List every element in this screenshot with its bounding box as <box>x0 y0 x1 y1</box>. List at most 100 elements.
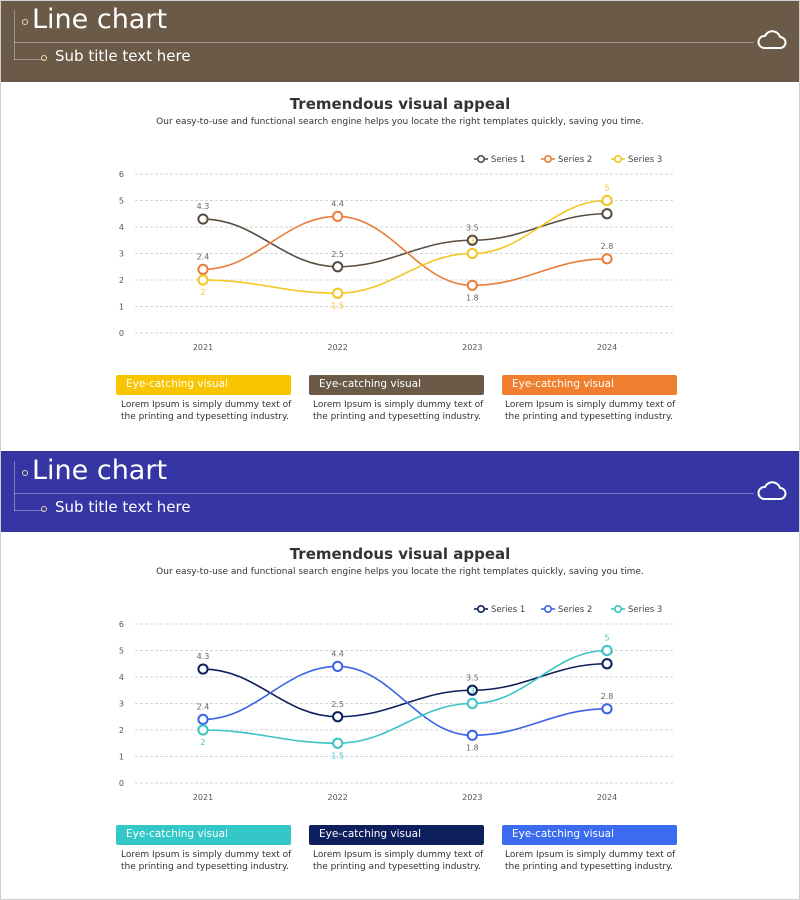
legend-label: Series 1 <box>491 155 525 165</box>
y-tick-label: 1 <box>119 753 124 762</box>
card-title: Eye-catching visual <box>512 378 615 390</box>
cloud-icon <box>757 30 787 49</box>
legend-marker <box>543 155 552 164</box>
x-tick-label: 2022 <box>327 343 347 352</box>
data-label: 2.4 <box>197 702 210 711</box>
data-label: 2.5 <box>331 700 344 709</box>
decor-dot <box>22 470 28 476</box>
card-title: Eye-catching visual <box>319 828 422 840</box>
card-description: Lorem Ipsum is simply dummy text of the p… <box>313 400 484 422</box>
data-label: 5 <box>604 634 609 643</box>
decor-dot <box>41 55 47 61</box>
feature-card-3: Eye-catching visual <box>502 825 677 845</box>
x-tick-label: 2023 <box>462 343 482 352</box>
data-point <box>466 729 478 741</box>
data-label: 1.8 <box>466 743 479 752</box>
banner: Line chart Sub title text here <box>0 0 800 82</box>
banner-subtitle: Sub title text here <box>55 47 191 65</box>
y-tick-label: 2 <box>119 726 124 735</box>
y-tick-label: 0 <box>119 329 124 338</box>
data-point <box>332 711 344 723</box>
chart-heading: Tremendous visual appeal <box>289 545 511 563</box>
card-description: Lorem Ipsum is simply dummy text of the p… <box>505 850 676 872</box>
data-point <box>332 261 344 273</box>
cloud-icon <box>757 481 787 500</box>
legend-marker <box>476 605 485 614</box>
series-line <box>202 212 608 268</box>
data-point <box>332 287 344 299</box>
data-point <box>601 703 613 715</box>
legend-marker <box>613 155 622 164</box>
legend-label: Series 2 <box>558 155 592 165</box>
data-point <box>197 663 209 675</box>
y-tick-label: 2 <box>119 276 124 285</box>
data-label: 4.3 <box>197 202 210 211</box>
data-point <box>466 247 478 260</box>
chart-heading: Tremendous visual appeal <box>289 95 511 113</box>
data-label: 3 <box>470 687 475 696</box>
chart-description: Our easy-to-use and functional search en… <box>156 117 644 127</box>
legend-label: Series 3 <box>628 155 662 165</box>
card-description: Lorem Ipsum is simply dummy text of the p… <box>121 400 292 422</box>
data-label: 3 <box>470 237 475 246</box>
y-tick-label: 6 <box>119 170 124 179</box>
card-title: Eye-catching visual <box>126 378 229 390</box>
y-tick-label: 5 <box>119 647 124 656</box>
data-label: 4.4 <box>331 649 344 658</box>
data-point <box>466 234 478 246</box>
y-tick-label: 4 <box>119 223 124 232</box>
data-label: 2 <box>200 738 205 747</box>
series-line <box>202 215 608 287</box>
data-point <box>197 263 209 275</box>
data-point <box>197 713 209 725</box>
feature-card-1: Eye-catching visual <box>116 375 291 395</box>
banner-title: Line chart <box>32 4 168 35</box>
data-point <box>601 644 613 657</box>
series-line <box>202 649 608 745</box>
legend-label: Series 1 <box>491 605 525 615</box>
data-label: 5 <box>604 184 609 193</box>
data-label: 2.8 <box>601 692 614 701</box>
card-title: Eye-catching visual <box>319 378 422 390</box>
slide-panel-1: Line chart Sub title text here Tremendou… <box>0 0 800 422</box>
chart-description: Our easy-to-use and functional search en… <box>156 567 644 577</box>
card-title: Eye-catching visual <box>126 828 229 840</box>
y-tick-label: 3 <box>119 250 124 259</box>
x-tick-label: 2021 <box>193 343 213 352</box>
series-line <box>202 662 608 718</box>
data-point <box>601 194 613 207</box>
data-label: 2.4 <box>197 252 210 261</box>
banner: Line chart Sub title text here <box>0 451 800 532</box>
feature-card-2: Eye-catching visual <box>309 825 484 845</box>
data-label: 1.5 <box>331 751 344 760</box>
legend-marker <box>543 605 552 614</box>
data-point <box>601 658 613 670</box>
line-chart: 012345620212022202320244.32.53.54.52.44.… <box>119 155 675 352</box>
decor-dot <box>22 19 28 25</box>
data-label: 2.8 <box>601 242 614 251</box>
data-point <box>466 684 478 696</box>
data-point <box>332 210 344 223</box>
x-tick-label: 2024 <box>597 793 617 802</box>
data-point <box>601 208 613 220</box>
card-description: Lorem Ipsum is simply dummy text of the p… <box>121 850 292 872</box>
banner-title: Line chart <box>32 455 168 486</box>
data-point <box>197 213 209 225</box>
y-tick-label: 5 <box>119 197 124 206</box>
feature-card-1: Eye-catching visual <box>116 825 291 845</box>
data-label: 3.5 <box>466 223 479 232</box>
legend-marker <box>476 155 485 164</box>
y-tick-label: 3 <box>119 700 124 709</box>
data-point <box>332 737 344 749</box>
y-tick-label: 0 <box>119 779 124 788</box>
data-label: 1.5 <box>331 301 344 310</box>
card-description: Lorem Ipsum is simply dummy text of the p… <box>313 850 484 872</box>
slide-panel-2: Line chart Sub title text here Tremendou… <box>0 450 800 900</box>
data-label: 4.3 <box>197 652 210 661</box>
data-label: 3.5 <box>466 673 479 682</box>
legend-label: Series 3 <box>628 605 662 615</box>
decor-dot <box>41 506 47 512</box>
x-tick-label: 2024 <box>597 343 617 352</box>
legend-marker <box>613 605 622 614</box>
card-description: Lorem Ipsum is simply dummy text of the p… <box>505 400 676 422</box>
